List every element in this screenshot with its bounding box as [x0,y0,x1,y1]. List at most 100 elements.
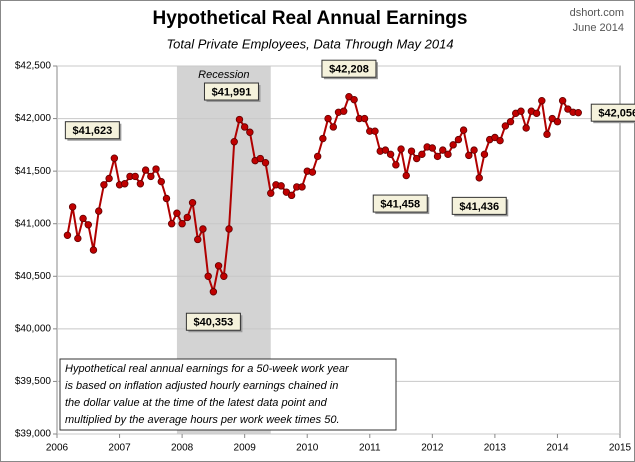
data-point [68,203,77,211]
data-point [121,180,129,188]
source-date: June 2014 [573,22,624,34]
data-point [449,141,457,149]
data-point [501,122,510,130]
data-point [173,209,181,217]
data-point [339,107,348,115]
data-point [386,150,395,159]
data-point [465,151,473,160]
callout-box [203,82,259,101]
data-point [319,134,327,143]
data-point [261,159,270,167]
callout-box [372,194,428,213]
data-point [100,181,108,189]
data-point [188,198,197,207]
data-point [162,194,171,203]
note-box [59,358,397,431]
y-tick-label: $41,500 [15,166,52,177]
data-point [517,107,525,115]
callout-label: $42,056 [598,108,635,120]
data-point [225,225,233,233]
data-point [298,183,306,191]
data-point [496,136,504,145]
data-point [267,189,275,197]
x-tick-label: 2014 [546,443,569,454]
y-tick-label: $40,500 [15,271,52,282]
data-point [287,191,296,200]
data-point [329,123,338,131]
data-point [543,130,551,139]
data-point [220,272,228,280]
data-point [277,182,285,190]
data-point [152,165,160,173]
recession-label: Recession [198,69,249,81]
data-point [433,152,442,161]
callout-box [64,121,120,140]
note-line: multiplied by the average hours per work… [65,414,340,426]
x-tick-label: 2015 [609,443,632,454]
callout-label: $41,436 [459,201,499,213]
data-point [532,109,541,118]
y-tick-label: $42,500 [15,61,52,72]
data-point [84,221,92,229]
data-point [167,220,176,228]
data-point [360,114,369,123]
data-point [439,146,447,154]
data-point [418,150,426,159]
note-line: the dollar value at the time of the late… [65,397,328,409]
callout-box [451,196,507,215]
data-point [313,152,322,161]
callout-label: $41,991 [212,86,252,98]
data-point [214,262,223,270]
data-point [235,115,244,124]
callout-box [321,59,377,78]
data-point [324,114,332,123]
data-point [381,146,390,154]
data-point [110,154,119,162]
callout-label: $41,623 [72,125,112,137]
data-point [63,231,72,239]
data-point [131,172,139,181]
data-point [147,172,155,181]
data-point [454,135,463,144]
x-tick-label: 2010 [296,443,319,454]
x-tick-label: 2008 [171,443,194,454]
data-point [178,220,186,228]
data-point [444,150,452,159]
y-tick-label: $42,000 [15,113,52,124]
data-point [246,128,254,136]
callout-box [185,312,241,331]
data-point [89,246,98,254]
data-point [230,138,238,146]
y-tick-label: $41,000 [15,218,52,229]
data-point [240,123,249,131]
data-point [475,174,483,182]
x-tick-label: 2006 [46,443,69,454]
x-tick-label: 2007 [108,443,131,454]
data-point [397,145,405,153]
data-point [105,174,113,183]
data-point [412,154,421,163]
data-point [136,180,145,188]
data-point [371,127,379,135]
data-point [141,166,150,174]
note-line: is based on inflation adjusted hourly ea… [65,380,338,392]
data-point [392,161,400,169]
data-point [402,171,410,180]
x-tick-label: 2011 [359,443,381,454]
data-point [199,225,207,233]
y-tick-label: $39,500 [15,376,52,387]
chart-title: Hypothetical Real Annual Earnings [153,8,468,29]
data-point [470,146,478,154]
y-tick-label: $39,000 [15,429,52,440]
data-point [428,144,437,152]
data-point [183,213,192,222]
data-point [95,207,103,215]
data-point [558,96,567,105]
callout-label: $40,353 [194,317,234,329]
data-point [350,95,358,104]
data-point [308,168,317,176]
x-tick-label: 2012 [421,443,444,454]
source: dshort.com [570,7,624,19]
note-line: Hypothetical real annual earnings for a … [65,363,350,375]
